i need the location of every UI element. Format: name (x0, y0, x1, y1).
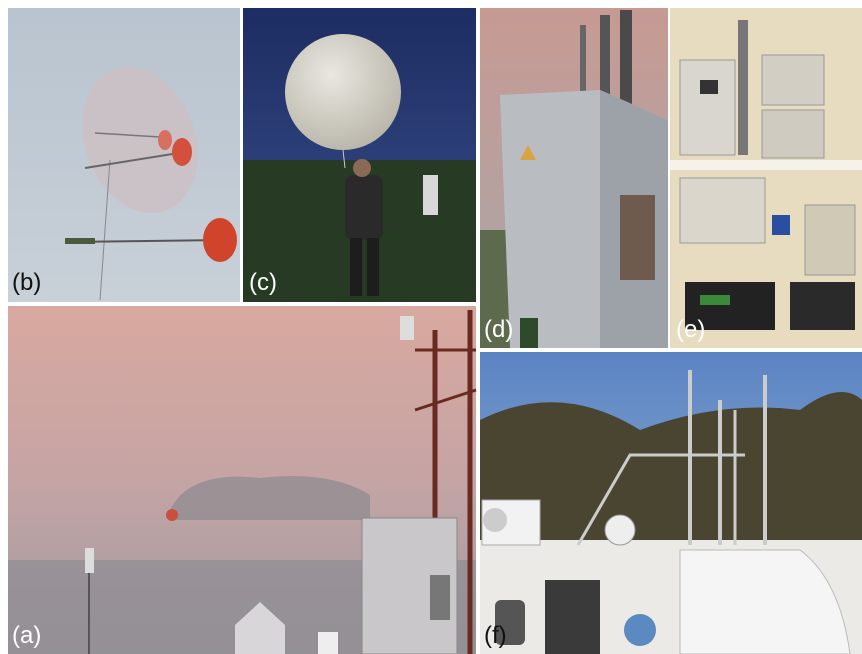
panel-label: (f) (484, 622, 507, 649)
panel-label: (b) (12, 269, 41, 296)
panel-label: (c) (249, 269, 277, 296)
panel-label: (a) (12, 622, 41, 649)
panel-label: (d) (484, 316, 513, 343)
panel-e (670, 8, 862, 348)
panel-d (480, 8, 668, 348)
panel-c (243, 8, 476, 302)
panel-b (8, 8, 240, 302)
panel-label: (e) (676, 316, 705, 343)
panel-f (480, 352, 862, 654)
panel-a (8, 306, 477, 654)
